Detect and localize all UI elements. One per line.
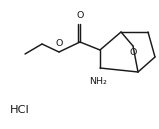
Text: HCl: HCl: [10, 105, 30, 115]
Text: NH₂: NH₂: [89, 77, 107, 86]
Text: O: O: [129, 48, 137, 57]
Text: O: O: [76, 11, 84, 20]
Text: O: O: [55, 39, 63, 48]
